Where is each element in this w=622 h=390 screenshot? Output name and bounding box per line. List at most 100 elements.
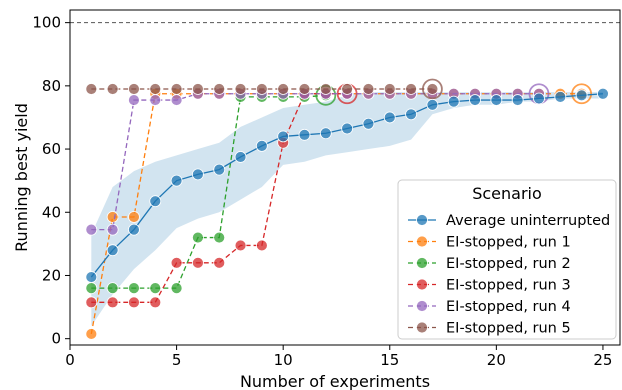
data-point xyxy=(192,83,204,95)
data-point xyxy=(234,151,247,163)
data-point xyxy=(341,122,354,135)
axes-layer: 0 5 10 15 20 25 0 20 40 60 80 100 Number of experime… xyxy=(12,9,621,390)
x-tick-label: 10 xyxy=(274,351,293,369)
legend-entry-ei-stopped-run-5: EI-stopped, run 5 xyxy=(408,321,571,337)
data-point xyxy=(128,83,140,95)
data-point xyxy=(383,111,396,124)
data-point xyxy=(597,87,609,100)
data-point xyxy=(149,282,162,295)
data-point xyxy=(341,83,354,95)
data-point xyxy=(533,92,545,105)
data-point xyxy=(192,231,204,244)
legend-entry-ei-stopped-run-3: EI-stopped, run 3 xyxy=(408,278,571,294)
data-point xyxy=(128,282,140,295)
legend-label: EI-stopped, run 3 xyxy=(446,278,571,294)
data-point xyxy=(255,83,268,95)
x-axis-label: Number of experiments xyxy=(240,372,430,390)
y-tick-label: 100 xyxy=(32,14,61,32)
y-tick-label: 80 xyxy=(42,77,61,95)
data-point xyxy=(106,296,119,309)
data-point xyxy=(85,296,98,309)
series-layer xyxy=(85,78,609,340)
data-point xyxy=(213,231,226,244)
y-tick-label: 20 xyxy=(42,266,61,284)
data-point xyxy=(170,83,183,95)
data-point xyxy=(149,296,162,309)
x-tick-label: 20 xyxy=(487,351,506,369)
data-point xyxy=(170,282,183,295)
legend-label: EI-stopped, run 1 xyxy=(446,235,571,251)
data-point xyxy=(192,168,204,181)
data-point xyxy=(511,94,524,106)
data-point xyxy=(234,83,247,95)
data-point xyxy=(213,83,226,95)
data-point xyxy=(85,83,98,95)
data-point xyxy=(128,223,140,236)
data-point xyxy=(362,83,375,95)
data-point xyxy=(405,108,417,121)
data-point xyxy=(106,244,119,257)
data-point xyxy=(554,91,567,103)
y-tick-label: 60 xyxy=(42,140,61,158)
confidence-band xyxy=(91,92,603,327)
legend-label: EI-stopped, run 5 xyxy=(446,321,571,337)
data-point xyxy=(149,195,162,208)
data-point xyxy=(170,174,183,187)
data-point xyxy=(149,94,162,106)
legend-label: Average uninterrupted xyxy=(446,213,610,229)
data-point xyxy=(106,282,119,295)
data-point xyxy=(405,83,417,95)
data-point xyxy=(213,163,226,176)
data-point xyxy=(85,328,98,340)
data-point xyxy=(85,223,98,236)
legend-marker xyxy=(416,257,428,269)
data-point xyxy=(106,223,119,236)
series-line-ei-stopped-run-4 xyxy=(91,93,539,231)
data-point xyxy=(192,256,204,269)
data-point xyxy=(128,94,140,106)
data-point xyxy=(106,211,119,223)
y-axis-label: Running best yield xyxy=(12,103,31,252)
data-point xyxy=(170,256,183,269)
data-point xyxy=(426,83,439,95)
data-point xyxy=(426,98,439,111)
legend-marker xyxy=(416,278,428,291)
legend-marker xyxy=(416,300,428,312)
series-average-uninterrupted xyxy=(85,87,609,283)
stop-marker xyxy=(422,78,443,100)
confidence-band-layer xyxy=(91,92,603,327)
legend-entry-ei-stopped-run-4: EI-stopped, run 4 xyxy=(408,299,571,315)
data-point xyxy=(362,117,375,130)
data-point xyxy=(298,83,311,95)
legend-entry-average-uninterrupted: Average uninterrupted xyxy=(408,213,610,229)
data-point xyxy=(469,94,481,106)
data-point xyxy=(85,271,98,283)
legend-box xyxy=(397,179,617,340)
data-point xyxy=(213,256,226,269)
x-tick-label: 25 xyxy=(593,351,612,369)
data-point xyxy=(170,94,183,106)
x-tick-label: 0 xyxy=(65,351,75,369)
x-tick-label: 5 xyxy=(172,351,182,369)
data-point xyxy=(277,83,290,95)
data-point xyxy=(255,139,268,152)
legend: Scenario Average uninterrupted EI-stopped,… xyxy=(397,179,617,340)
data-point xyxy=(575,89,588,102)
x-tick-label: 15 xyxy=(380,351,399,369)
data-point xyxy=(85,282,98,295)
data-point xyxy=(106,83,119,95)
plot-frame xyxy=(69,9,621,346)
legend-marker xyxy=(416,235,428,248)
data-point xyxy=(319,127,332,140)
stop-marker xyxy=(571,83,593,105)
data-point xyxy=(319,83,332,95)
data-point xyxy=(128,211,140,223)
data-point xyxy=(149,83,162,95)
data-point xyxy=(255,239,268,252)
legend-label: EI-stopped, run 2 xyxy=(446,256,571,272)
data-point xyxy=(234,239,247,252)
y-tick-label: 0 xyxy=(51,330,61,348)
data-point xyxy=(490,94,503,106)
